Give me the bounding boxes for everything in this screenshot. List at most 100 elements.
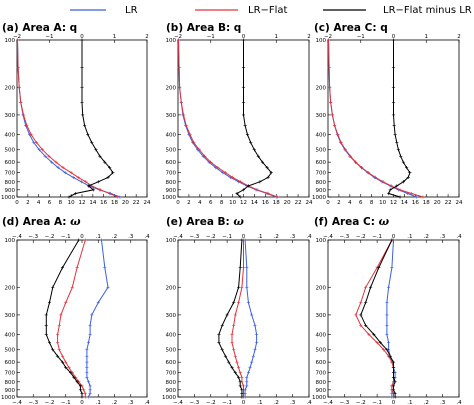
panel-c-ytick-label: 1000: [312, 195, 326, 201]
legend-label-lr: LR: [125, 5, 138, 16]
panel-b-title: (b) Area B: q: [166, 22, 241, 34]
panel-a-xtick-bottom-label: 14: [89, 200, 96, 206]
panel-b-xtick-bottom-label: 8: [220, 200, 224, 206]
panel-e-xtick-top-label: .1: [257, 234, 262, 240]
panel-e-ytick-label: 100: [166, 238, 177, 244]
panel-f-xtick-top-label: .4: [456, 234, 462, 240]
panel-e-ytick-label: 800: [166, 380, 177, 386]
panel-b-title-text: Area B: q: [187, 22, 242, 34]
panel-a-xtick-bottom-label: 16: [100, 200, 107, 206]
svg-text:(d) Area A: ω: (d) Area A: ω: [2, 215, 81, 228]
panel-f-xtick-bottom-label: .3: [440, 400, 446, 405]
panel-c-ytick-label: 800: [316, 180, 327, 186]
panel-a-xtick-bottom-label: 18: [111, 200, 118, 206]
panel-a-ytick-label: 800: [5, 180, 16, 186]
panel-b-xtick-bottom-label: 0: [176, 200, 180, 206]
panel-b-ytick-label: 500: [166, 148, 177, 154]
panel-c-xtick-top-label: −2: [324, 34, 332, 40]
panel-e-title: (e) Area B: ω: [166, 215, 244, 228]
panel-f-xtick-bottom-label: .1: [407, 400, 412, 405]
panel-f-xtick-top-label: −.4: [323, 234, 333, 240]
legend-label-difference: LR−Flat minus LR: [383, 5, 472, 16]
panel-b-xtick-top-label: 2: [307, 34, 311, 40]
panel-a-title: (a) Area A: q: [2, 22, 77, 34]
panel-e-ytick-label: 400: [166, 333, 177, 339]
panel-d-xtick-top-label: .4: [144, 234, 150, 240]
panel-e-xtick-bottom-label: 0: [242, 400, 246, 405]
panel-f-ytick-label: 100: [316, 238, 327, 244]
panel-f-ytick-label: 300: [316, 313, 327, 319]
panel-a-xtick-top-label: −2: [13, 34, 21, 40]
panel-e-letter: (e): [166, 216, 183, 228]
panel-b-ytick-label: 700: [166, 171, 177, 177]
panel-c-ytick-label: 100: [316, 38, 327, 44]
panel-b-xtick-bottom-label: 22: [295, 200, 302, 206]
panel-f-ytick-label: 500: [316, 348, 327, 354]
panel-d-xtick-top-label: 0: [80, 234, 84, 240]
panel-d-letter: (d): [2, 216, 19, 228]
svg-text:(c) Area C: q: (c) Area C: q: [314, 22, 388, 34]
legend-label-lr-flat: LR−Flat: [248, 5, 288, 16]
panel-e-title-text: Area B:: [186, 216, 233, 228]
svg-text:(a) Area A: q: (a) Area A: q: [2, 22, 77, 34]
panel-a-xtick-bottom-label: 4: [37, 200, 41, 206]
panel-e-xtick-top-label: .2: [274, 234, 279, 240]
panel-d-xtick-top-label: .3: [128, 234, 134, 240]
panel-b-xtick-top-label: −1: [207, 34, 215, 40]
panel-d-frame: [16, 239, 148, 398]
panel-d-ytick-label: 900: [5, 388, 16, 394]
panel-b-xtick-bottom-label: 16: [262, 200, 269, 206]
panel-b-xtick-bottom-label: 20: [284, 200, 291, 206]
panel-a-xtick-top-label: −1: [45, 34, 53, 40]
panel-e-ytick-label: 1000: [162, 395, 176, 401]
panel-e-xtick-top-label: −.4: [173, 234, 183, 240]
panel-f-ytick-label: 900: [316, 388, 327, 394]
panel-b-letter: (b): [166, 22, 183, 34]
panel-d-xtick-bottom-label: .3: [128, 400, 134, 405]
panel-f-xtick-bottom-label: −.3: [339, 400, 349, 405]
panel-b-ytick-label: 200: [166, 85, 177, 91]
panel-a-ytick-label: 500: [5, 148, 16, 154]
panel-b-ytick-label: 1000: [162, 195, 176, 201]
panel-e-xtick-bottom-label: −.2: [206, 400, 216, 405]
panel-f-xtick-top-label: −.3: [339, 234, 349, 240]
svg-text:(e) Area B: ω: (e) Area B: ω: [166, 215, 244, 228]
panel-e-xtick-top-label: .4: [306, 234, 312, 240]
panel-c-xtick-bottom-label: 14: [401, 200, 408, 206]
panel-a-ytick-label: 900: [5, 188, 16, 194]
panel-c-xtick-bottom-label: 4: [348, 200, 352, 206]
panel-e-xtick-bottom-label: .2: [274, 400, 279, 405]
panel-f-letter: (f): [314, 216, 328, 228]
panel-c-letter: (c): [314, 22, 330, 34]
panel-c-ytick-label: 400: [316, 133, 327, 139]
panel-a-ytick-label: 200: [5, 85, 16, 91]
panel-c-xtick-bottom-label: 24: [456, 200, 463, 206]
panel-b-xtick-top-label: −2: [174, 34, 182, 40]
panel-f-xtick-bottom-label: −.4: [323, 400, 333, 405]
panel-c-xtick-top-label: −1: [357, 34, 365, 40]
svg-text:(b) Area B: q: (b) Area B: q: [166, 22, 241, 34]
panel-a-xtick-bottom-label: 12: [79, 200, 86, 206]
panel-d-xtick-bottom-label: −.1: [61, 400, 71, 405]
panel-b-ytick-label: 600: [166, 160, 177, 166]
panel-c-xtick-top-label: 2: [457, 34, 461, 40]
panel-a-xtick-top-label: 2: [145, 34, 149, 40]
panel-e-xtick-bottom-label: .1: [257, 400, 262, 405]
panel-d-ytick-label: 100: [5, 238, 16, 244]
panel-c-xtick-bottom-label: 6: [359, 200, 363, 206]
panel-f-xtick-top-label: −.2: [356, 234, 366, 240]
panel-c-xtick-top-label: 1: [425, 34, 429, 40]
panel-b-ytick-label: 100: [166, 38, 177, 44]
panel-d-ytick-label: 300: [5, 313, 16, 319]
panel-c-xtick-bottom-label: 20: [434, 200, 441, 206]
panel-f-xtick-top-label: −.1: [372, 234, 382, 240]
panel-b-xtick-bottom-label: 2: [187, 200, 191, 206]
panel-d-xtick-top-label: −.4: [12, 234, 22, 240]
panel-a-xtick-bottom-label: 20: [122, 200, 129, 206]
panel-a-ytick-label: 300: [5, 113, 16, 119]
